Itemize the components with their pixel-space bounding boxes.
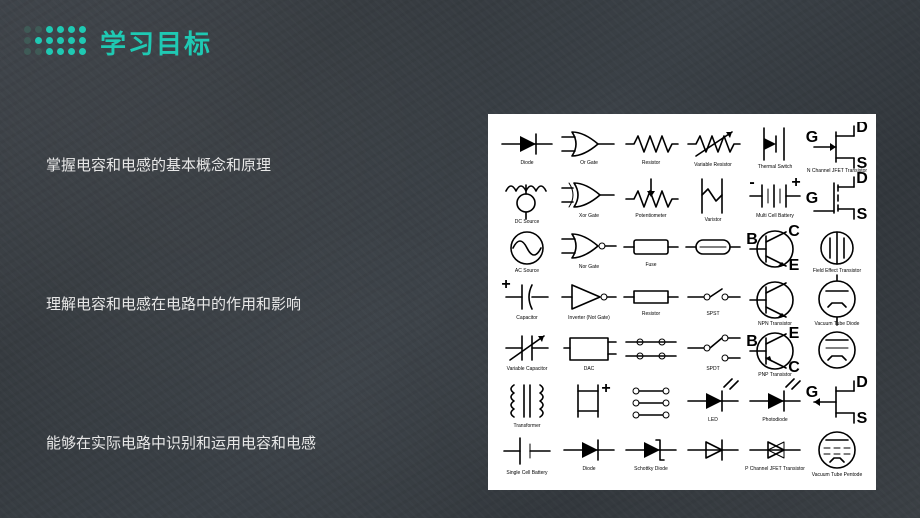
dot — [35, 48, 42, 55]
slide-title: 学习目标 — [100, 24, 212, 61]
dot — [35, 37, 42, 44]
caption-diode: Diode — [520, 160, 533, 166]
caption-fuse: Fuse — [645, 262, 656, 268]
caption-varres: Variable Resistor — [694, 162, 732, 168]
objective-item: 理解电容和电感在电路中的作用和影响 — [46, 289, 426, 321]
caption-inv: Inverter (Not Gate) — [568, 315, 610, 321]
caption-batt: Single Cell Battery — [506, 470, 548, 476]
dot — [57, 48, 64, 55]
label-s: S — [857, 410, 868, 427]
caption-led: LED — [708, 417, 718, 423]
dot — [46, 26, 53, 33]
caption-pnp: PNP Transistor — [758, 372, 792, 378]
caption-dac: DAC — [584, 366, 595, 372]
label-e: E — [789, 325, 800, 342]
caption-tube1: Vacuum Tube Diode — [815, 321, 860, 327]
dot — [79, 26, 86, 33]
caption-varcap: Variable Capacitor — [507, 366, 548, 372]
dot — [46, 48, 53, 55]
label-g: G — [806, 190, 818, 207]
dot — [79, 48, 86, 55]
caption-spst: SPST — [706, 311, 719, 317]
objective-item: 掌握电容和电感的基本概念和原理 — [46, 150, 426, 182]
caption-or: Or Gate — [580, 160, 598, 166]
caption-cell: Multi Cell Battery — [756, 213, 794, 219]
label-d: D — [856, 170, 868, 187]
caption-resistor: Resistor — [642, 160, 661, 166]
label-b: B — [746, 333, 758, 350]
dot — [46, 37, 53, 44]
dot — [24, 26, 31, 33]
dot — [35, 26, 42, 33]
label-plus: + — [791, 174, 800, 191]
circuit-symbols-panel: Diode Or Gate Resistor Variable Resistor… — [488, 114, 876, 490]
label-c: C — [788, 223, 800, 240]
caption-dcsrc: DC Source — [515, 219, 540, 225]
caption-spdt: SPDT — [706, 366, 719, 372]
caption-jfet2: P Channel JFET Transistor — [745, 466, 805, 472]
label-plus: + — [601, 380, 610, 397]
caption-res2: Resistor — [642, 311, 661, 317]
caption-fet: Field Effect Transistor — [813, 268, 862, 274]
caption-diode2: Diode — [582, 466, 595, 472]
decorative-dot-grid — [24, 26, 86, 55]
dot — [57, 37, 64, 44]
caption-pentode: Vacuum Tube Pentode — [812, 472, 863, 478]
dot — [24, 37, 31, 44]
caption-thermal: Thermal Switch — [758, 164, 793, 170]
caption-pot: Potentiometer — [635, 213, 666, 219]
dot — [24, 48, 31, 55]
label-g: G — [806, 129, 818, 146]
label-d: D — [856, 374, 868, 391]
dot — [68, 37, 75, 44]
learning-objectives-list: 掌握电容和电感的基本概念和原理 理解电容和电感在电路中的作用和影响 能够在实际电… — [46, 150, 426, 460]
label-minus: - — [749, 174, 754, 191]
label-b: B — [746, 231, 758, 248]
label-plus: + — [501, 276, 510, 293]
caption-xor: Xor Gate — [579, 213, 599, 219]
label-s: S — [857, 206, 868, 223]
label-g: G — [806, 384, 818, 401]
label-d: D — [856, 122, 868, 136]
caption-photod: Photodiode — [762, 417, 788, 423]
objective-item: 能够在实际电路中识别和运用电容和电感 — [46, 428, 426, 460]
dot — [68, 26, 75, 33]
caption-cap: Capacitor — [516, 315, 538, 321]
caption-acsrc: AC Source — [515, 268, 539, 274]
label-e: E — [789, 257, 800, 274]
caption-xfmr: Transformer — [513, 423, 540, 429]
dot — [68, 48, 75, 55]
dot — [79, 37, 86, 44]
caption-nor: Nor Gate — [579, 264, 600, 270]
caption-npn: NPN Transistor — [758, 321, 792, 327]
caption-varistor: Varistor — [705, 217, 722, 223]
dot — [57, 26, 64, 33]
caption-schottky: Schottky Diode — [634, 466, 668, 472]
